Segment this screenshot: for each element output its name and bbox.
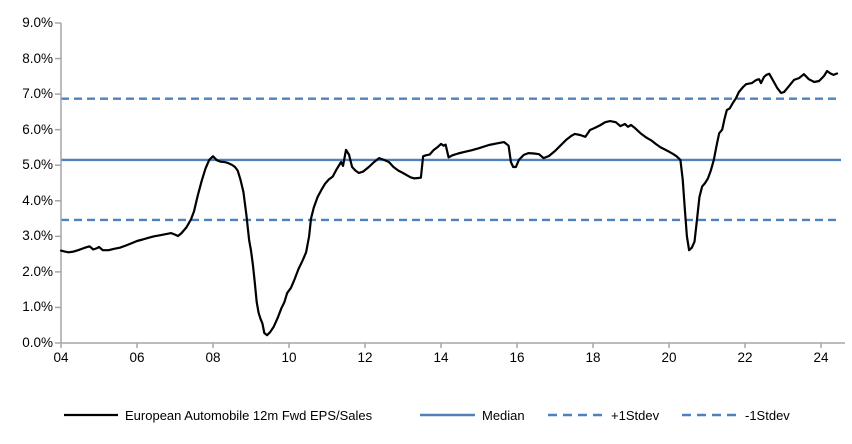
y-axis-tick-label: 0.0% [22,335,53,350]
x-axis-tick-label: 08 [205,350,221,365]
series-line [59,69,839,337]
legend-swatch-median-line [420,413,475,417]
legend-item-plus-1stdev: +1Stdev [548,403,659,427]
x-axis-tick-label: 22 [737,350,753,365]
x-axis-tick-label: 20 [661,350,677,365]
legend-label-minus-1stdev: -1Stdev [745,407,790,423]
x-axis-tick-label: 04 [53,350,69,365]
y-axis-tick-label: 8.0% [22,50,53,66]
x-axis-tick-label: 24 [813,350,829,365]
y-axis-tick-label: 3.0% [22,228,53,244]
y-axis-tick-label: 9.0% [22,15,53,30]
x-axis-tick-label: 18 [585,350,601,365]
y-axis-tick-label: 6.0% [22,121,53,137]
legend-item-minus-1stdev: -1Stdev [682,403,790,427]
legend-item-median: Median [420,403,525,427]
plot-area [55,22,845,348]
x-axis-tick-label: 06 [129,350,145,365]
legend-label-median: Median [482,407,525,423]
x-axis-labels: 04 06 08 10 12 14 16 18 20 22 24 [53,350,829,365]
x-axis-tick-label: 16 [509,350,525,365]
y-axis-tick-label: 4.0% [22,192,53,208]
legend: European Automobile 12m Fwd EPS/Sales Me… [0,403,852,429]
legend-swatch-series-line [64,413,118,417]
y-axis-tick-label: 5.0% [22,157,53,173]
legend-label-series: European Automobile 12m Fwd EPS/Sales [125,407,373,423]
legend-swatch-minus-1stdev-line [682,413,738,417]
y-axis-tick-label: 2.0% [22,263,53,279]
y-axis-tick-label: 1.0% [22,299,53,315]
y-axis-tick-label: 7.0% [22,86,53,102]
legend-swatch-plus-1stdev-line [548,413,604,417]
y-axis-labels: 0.0% 1.0% 2.0% 3.0% 4.0% 5.0% 6.0% 7.0% 8.0% 9.0% [0,0,53,390]
x-axis-tick-label: 10 [281,350,297,365]
x-axis-tick-label: 14 [433,350,449,365]
legend-label-plus-1stdev: +1Stdev [611,407,660,423]
legend-item-series: European Automobile 12m Fwd EPS/Sales [64,403,372,427]
x-axis-tick-label: 12 [357,350,373,365]
